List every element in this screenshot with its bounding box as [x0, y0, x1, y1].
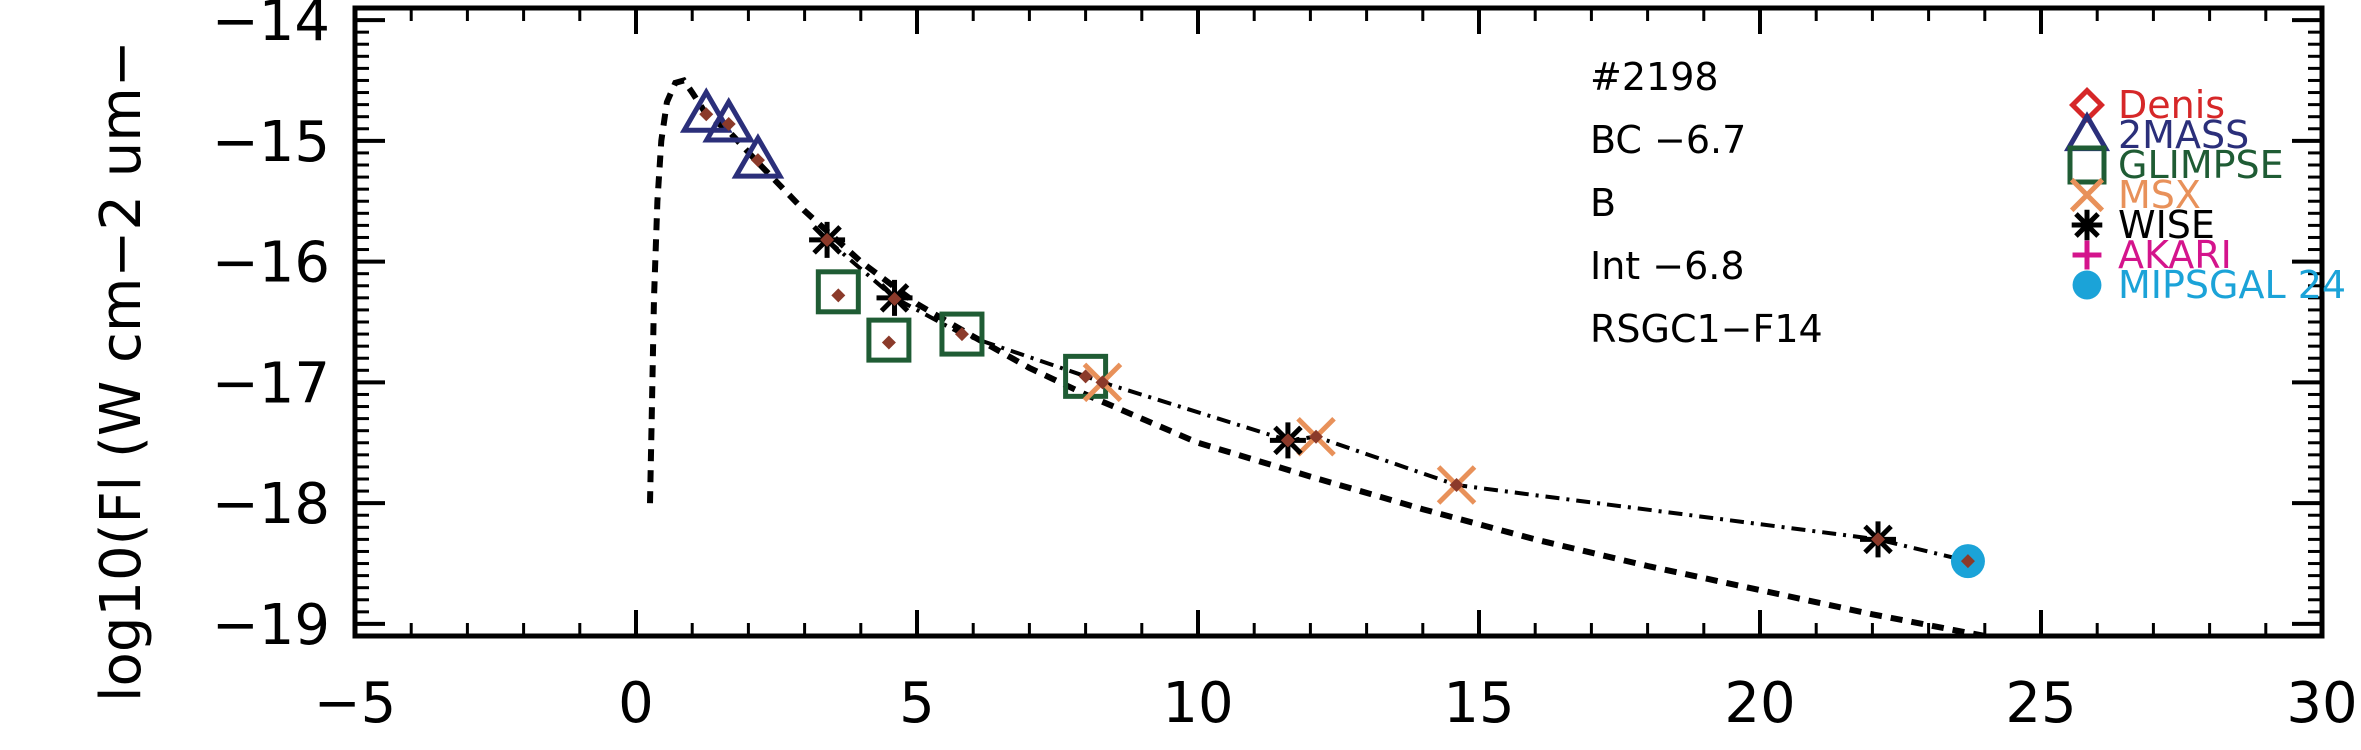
data-points [679, 87, 1985, 579]
x-tick-label: 30 [2286, 671, 2357, 736]
y-tick-label: −18 [212, 472, 330, 537]
glimpse-point [866, 317, 912, 363]
photometry-point [954, 327, 969, 342]
photometry-point [721, 116, 736, 131]
2mass-point [731, 133, 785, 179]
x-tick-label: 15 [1443, 671, 1514, 736]
photometry-point [1309, 429, 1324, 444]
x-tick-label: 20 [1724, 671, 1795, 736]
y-tick-label: −17 [212, 351, 330, 416]
photometry-point [820, 232, 835, 247]
x-tick-label: 25 [2005, 671, 2076, 736]
x-tick-label: 0 [618, 671, 654, 736]
2mass-point [679, 87, 733, 133]
annotation-line: B [1590, 181, 1616, 225]
connect-curve-dashdot [825, 238, 1969, 564]
y-tick-label: −15 [212, 110, 330, 175]
photometry-point [1078, 369, 1093, 384]
glimpse-legend-icon [2067, 145, 2107, 185]
mipsgal-24-legend-icon [2072, 270, 2102, 300]
photometry-point [1449, 478, 1464, 493]
photometry-point [699, 107, 714, 122]
photometry-point [1960, 554, 1975, 569]
wise-legend-icon [2071, 209, 2103, 241]
photometry-point [1095, 375, 1110, 390]
x-tick-label: 10 [1162, 671, 1233, 736]
legend-label: MSX [2118, 173, 2201, 217]
photometry-point [831, 288, 846, 303]
annotation-line: Int −6.8 [1590, 244, 1745, 288]
model-curve-dashed [647, 77, 1986, 636]
plot-frame [352, 5, 2325, 639]
annotation-line: RSGC1−F14 [1590, 307, 1823, 351]
photometry-point [1280, 433, 1295, 448]
legend-label: Denis [2118, 83, 2225, 127]
2mass-legend-icon [2063, 111, 2111, 152]
curves [647, 77, 1986, 636]
annotation-line: #2198 [1590, 55, 1719, 99]
y-tick-label: −16 [212, 231, 330, 296]
y-tick-label: −19 [212, 593, 330, 658]
axes: −5 0 5 10 15 20 25 30 −14 −15 −16 −17 −18 −19 [212, 0, 2358, 736]
y-axis-label: log10(Fl (W cm−2 um− [89, 40, 154, 702]
x-tick-label: 5 [899, 671, 935, 736]
photometry-point [1871, 532, 1886, 547]
legend-label: GLIMPSE [2118, 143, 2284, 187]
legend-label: WISE [2118, 203, 2215, 247]
photometry-point [881, 335, 896, 350]
annotation-line: BC −6.7 [1590, 118, 1746, 162]
legend-label: MIPSGAL 24 [2118, 263, 2346, 307]
2mass-point [702, 96, 756, 143]
msx-legend-icon [2069, 177, 2105, 213]
legend-label: AKARI [2118, 233, 2232, 277]
legend-label: 2MASS [2118, 113, 2249, 157]
annotations: #2198 BC −6.7 B Int −6.8 RSGC1−F14 [1590, 55, 1823, 351]
glimpse-point [939, 311, 985, 357]
akari-legend-icon [2072, 240, 2102, 270]
photometry-point [887, 292, 902, 307]
x-tick-label: −5 [314, 671, 397, 736]
glimpse-point [815, 269, 861, 315]
y-tick-label: −14 [212, 0, 330, 54]
photometry-point [750, 153, 765, 168]
